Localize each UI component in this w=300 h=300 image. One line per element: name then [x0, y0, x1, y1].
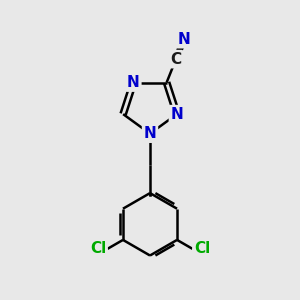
Text: N: N — [144, 126, 156, 141]
Text: C: C — [170, 52, 182, 67]
Text: N: N — [127, 75, 140, 90]
Text: Cl: Cl — [194, 241, 210, 256]
Text: Cl: Cl — [90, 241, 106, 256]
Text: N: N — [178, 32, 190, 47]
Text: N: N — [170, 106, 183, 122]
